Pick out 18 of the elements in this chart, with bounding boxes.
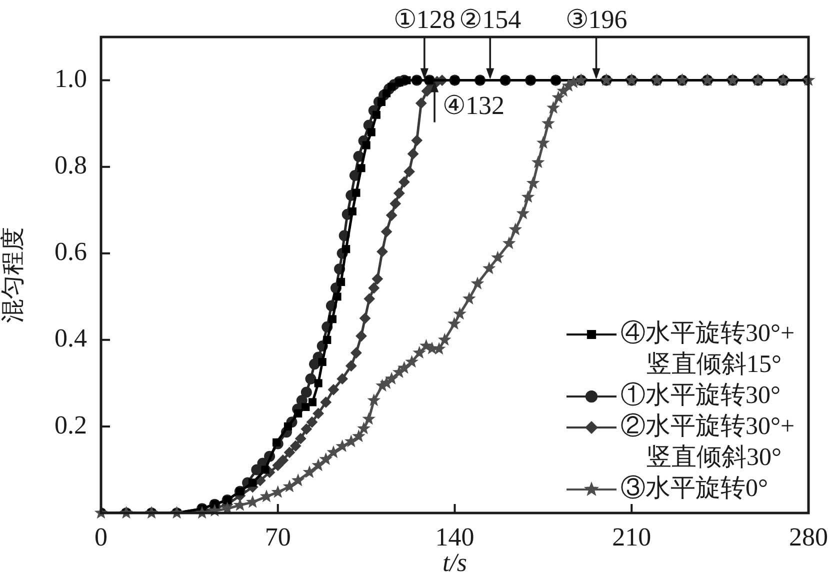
y-tick-label: 0.2 <box>54 410 87 440</box>
x-tick-label: 0 <box>94 522 108 552</box>
legend-label: ②水平旋转30°+竖直倾斜30° <box>620 413 795 472</box>
x-tick-label: 280 <box>789 522 828 552</box>
y-tick-label: 0.4 <box>54 324 87 353</box>
annotation: ④132 <box>442 91 505 120</box>
x-tick-label: 210 <box>612 522 652 552</box>
y-tick-label: 0.8 <box>54 150 87 180</box>
y-tick-label: 0.6 <box>54 237 87 266</box>
annotation: ③196 <box>565 4 628 34</box>
y-axis-title: 混匀程度 <box>0 227 27 323</box>
annotation: ①128 <box>393 4 456 34</box>
legend-label: ④水平旋转30°+竖直倾斜15° <box>620 320 795 378</box>
legend-label: ③水平旋转0° <box>620 475 768 502</box>
legend-label: ①水平旋转30° <box>620 382 780 410</box>
y-tick-label: 1.0 <box>54 64 87 94</box>
x-tick-label: 70 <box>264 522 291 552</box>
annotation: ②154 <box>459 4 522 34</box>
